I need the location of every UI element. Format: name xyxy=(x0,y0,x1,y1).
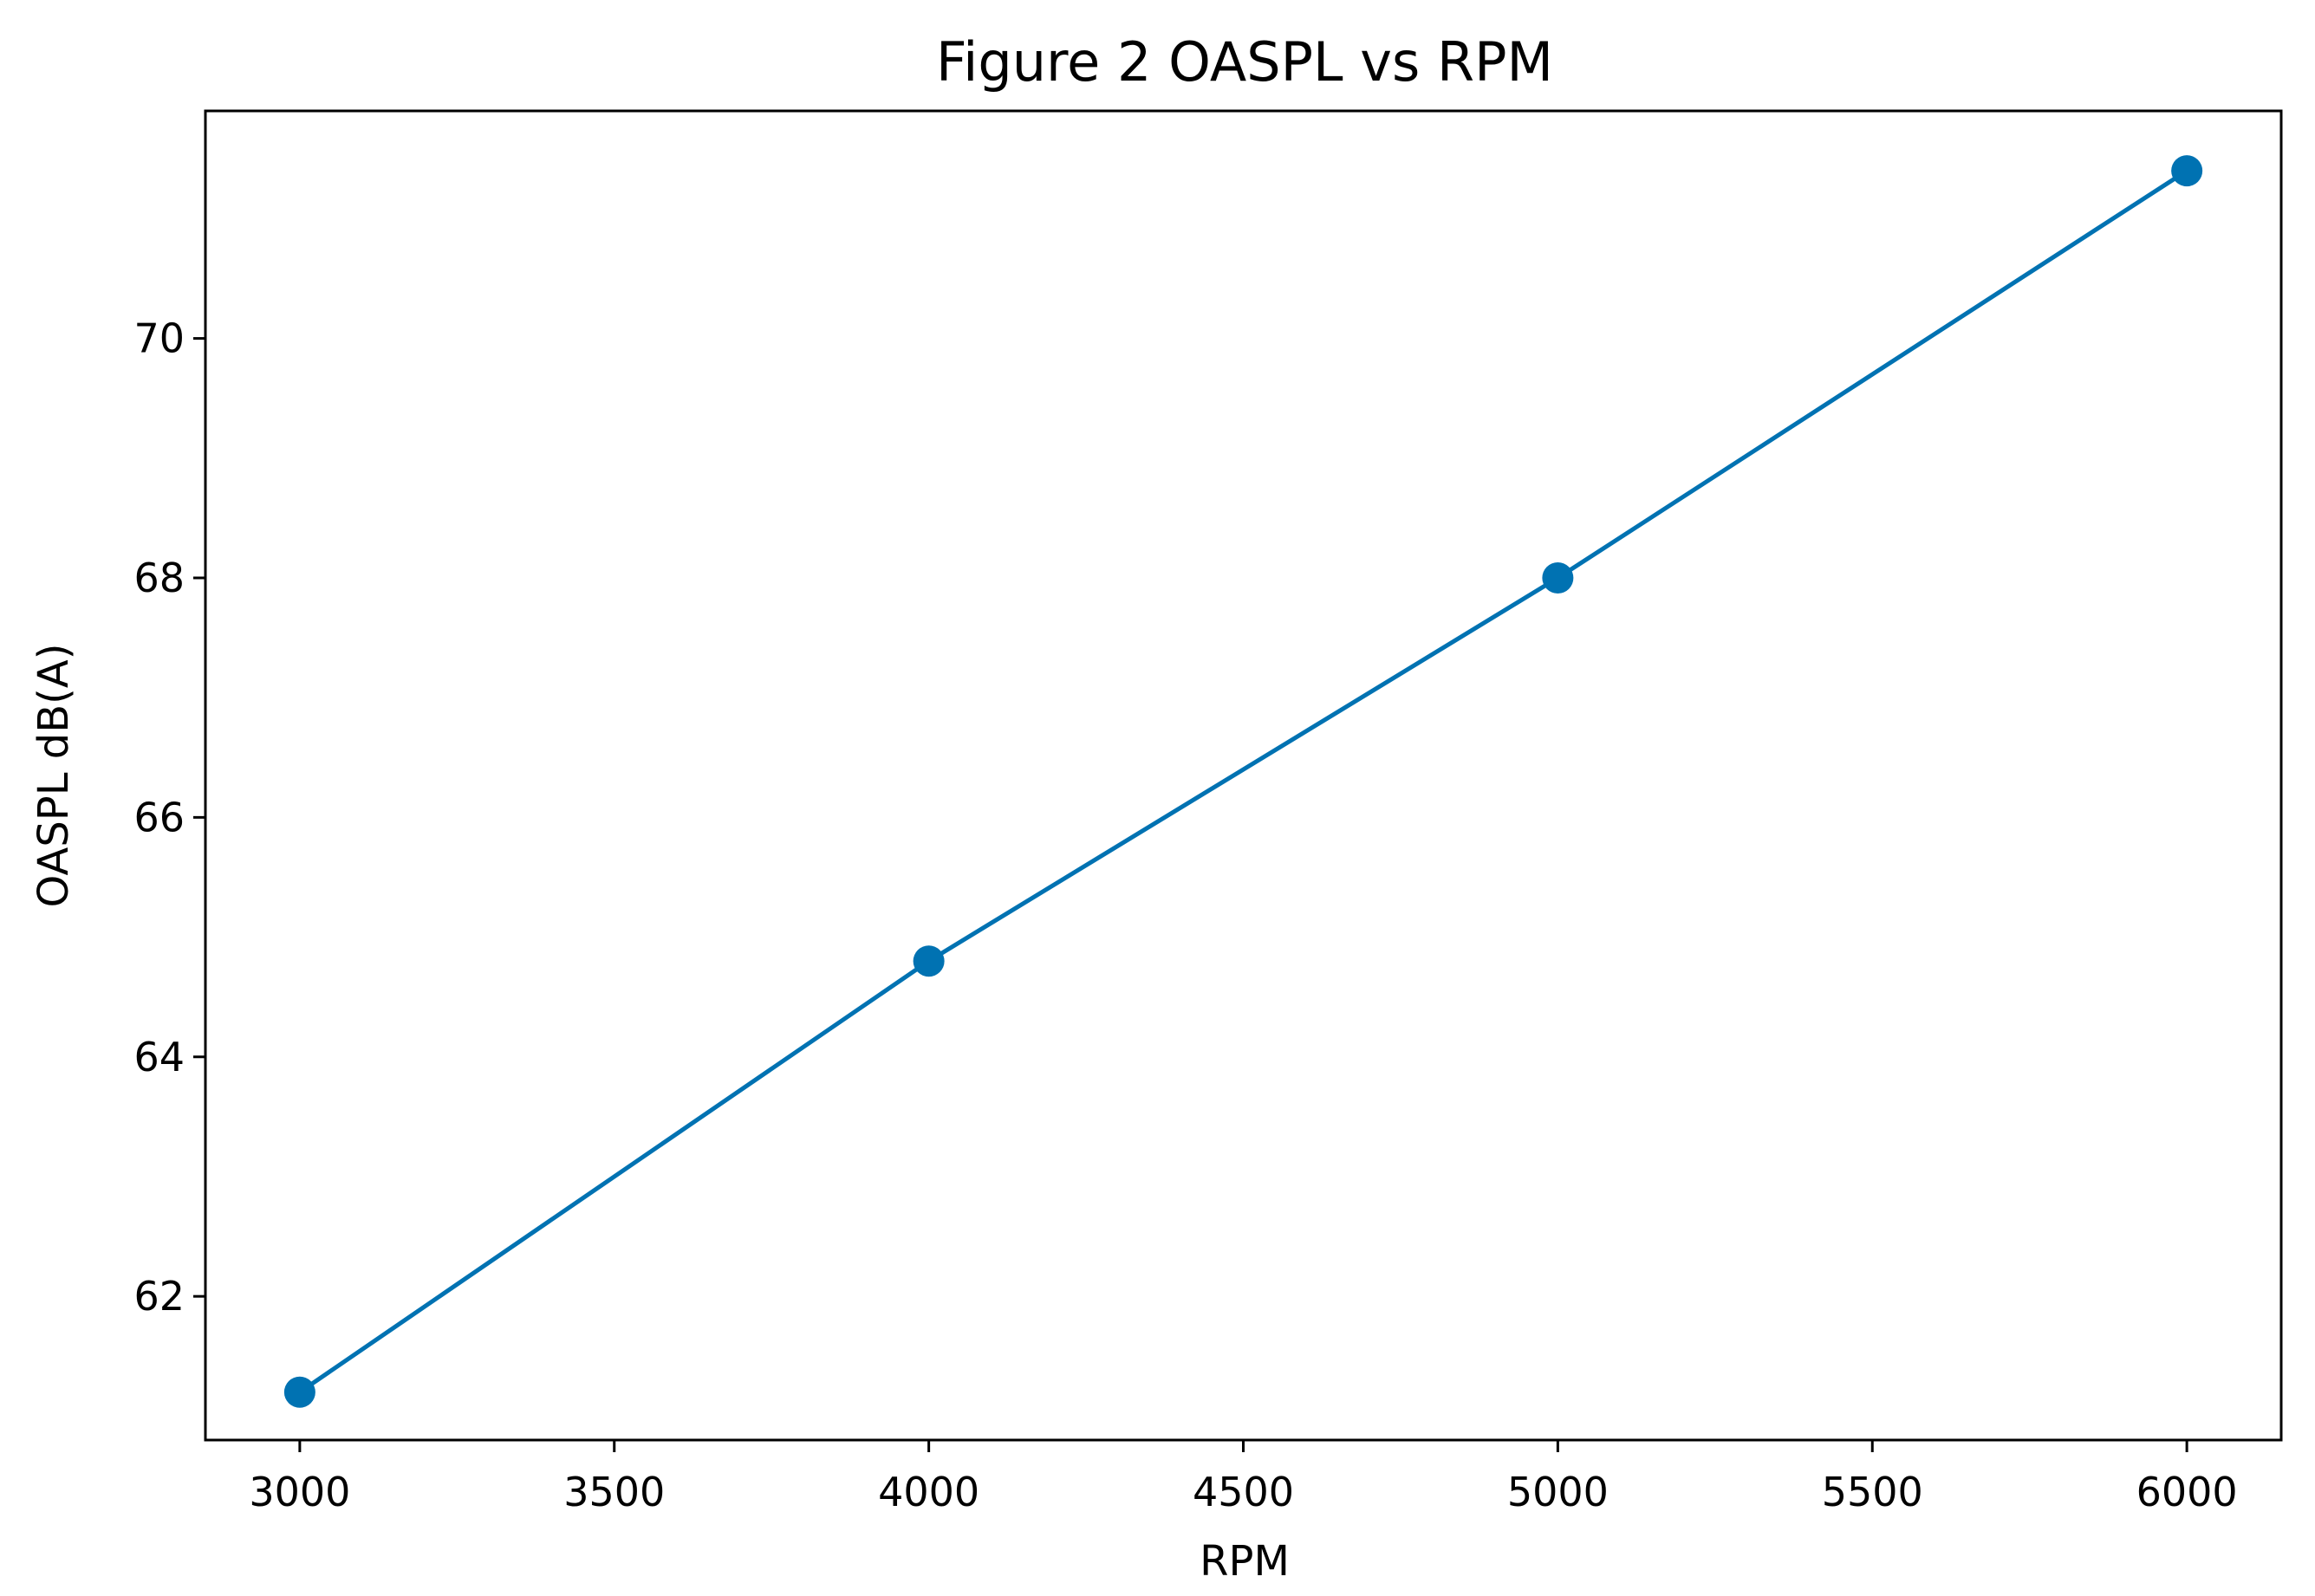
data-point xyxy=(283,1376,315,1408)
series-layer xyxy=(283,155,2203,1408)
y-axis-label: OASPL dB(A) xyxy=(29,644,78,908)
data-point xyxy=(1542,561,1574,594)
x-axis: 3000 3500 4000 4500 5000 5500 6000 xyxy=(249,1440,2238,1515)
y-axis: 62 64 66 68 70 xyxy=(133,315,205,1320)
x-tick-label: 4000 xyxy=(878,1469,979,1515)
x-axis-label: RPM xyxy=(1200,1537,1290,1586)
x-tick-label: 3500 xyxy=(563,1469,665,1515)
x-tick-label: 5000 xyxy=(1507,1469,1609,1515)
data-point xyxy=(2171,155,2203,187)
y-tick-label: 64 xyxy=(133,1034,185,1080)
x-tick-label: 4500 xyxy=(1193,1469,1294,1515)
x-tick-label: 6000 xyxy=(2136,1469,2238,1515)
chart-title: Figure 2 OASPL vs RPM xyxy=(936,30,1553,94)
x-tick-label: 5500 xyxy=(1822,1469,1923,1515)
y-tick-label: 66 xyxy=(133,794,185,840)
series-line xyxy=(297,168,2189,1395)
x-tick-label: 3000 xyxy=(249,1469,350,1515)
y-tick-label: 70 xyxy=(133,315,185,362)
data-point xyxy=(913,945,945,977)
y-tick-label: 62 xyxy=(133,1273,185,1320)
y-tick-label: 68 xyxy=(133,555,185,601)
